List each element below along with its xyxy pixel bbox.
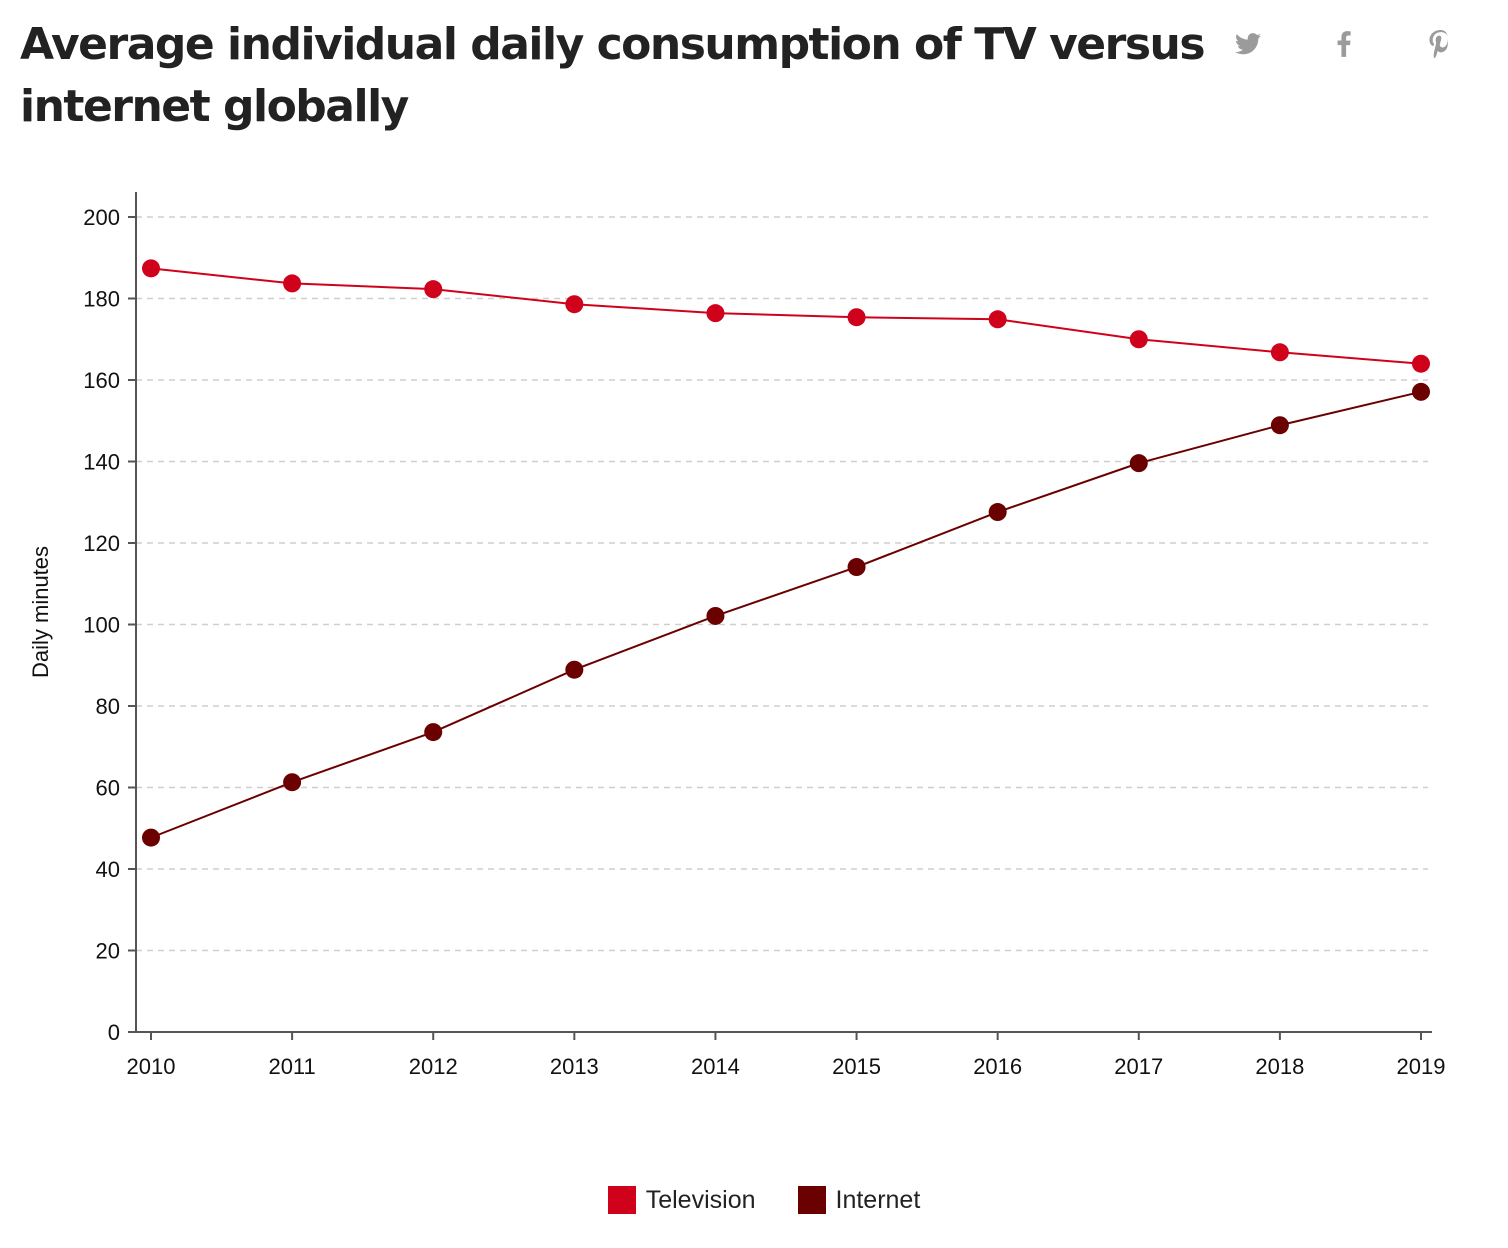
series-internet bbox=[142, 382, 1430, 847]
television-point[interactable] bbox=[565, 295, 584, 314]
x-tick-label: 2017 bbox=[1114, 1054, 1163, 1079]
y-tick-label: 140 bbox=[83, 450, 120, 475]
pinterest-icon bbox=[1429, 30, 1449, 58]
television-point[interactable] bbox=[283, 274, 302, 293]
y-tick-label: 0 bbox=[108, 1020, 120, 1045]
facebook-icon bbox=[1337, 31, 1351, 57]
chart-title: Average individual daily consumption of … bbox=[20, 19, 1206, 132]
internet-point[interactable] bbox=[1129, 454, 1148, 473]
y-tick-label: 120 bbox=[83, 531, 120, 556]
television-point[interactable] bbox=[1412, 354, 1430, 373]
gridlines bbox=[136, 216, 1428, 952]
internet-point[interactable] bbox=[424, 723, 443, 742]
television-point[interactable] bbox=[1270, 343, 1289, 362]
internet-point[interactable] bbox=[988, 503, 1007, 522]
legend-label: Internet bbox=[835, 1185, 921, 1214]
facebook-share-button[interactable] bbox=[1324, 24, 1364, 64]
television-point[interactable] bbox=[706, 304, 725, 323]
y-tick-label: 20 bbox=[96, 939, 120, 964]
television-line bbox=[150, 267, 1422, 365]
y-tick-label: 180 bbox=[83, 287, 120, 312]
series-television bbox=[142, 259, 1430, 373]
legend-item-internet[interactable]: Internet bbox=[797, 1185, 921, 1215]
internet-point[interactable] bbox=[1270, 416, 1289, 435]
internet-point[interactable] bbox=[706, 606, 725, 625]
x-tick-label: 2018 bbox=[1255, 1054, 1304, 1079]
legend-swatch bbox=[797, 1186, 826, 1214]
television-point[interactable] bbox=[847, 308, 866, 327]
pinterest-share-button[interactable] bbox=[1420, 24, 1460, 64]
internet-point[interactable] bbox=[1412, 382, 1430, 401]
y-tick-label: 60 bbox=[96, 776, 120, 801]
x-tick-label: 2010 bbox=[127, 1054, 176, 1079]
y-tick-label: 160 bbox=[83, 368, 120, 393]
axes: 0 20 40 60 80 100 120 140 160 180 200 2010 2011 2012 2… bbox=[83, 192, 1445, 1079]
legend-label: Television bbox=[645, 1185, 756, 1214]
legend-item-television[interactable]: Television bbox=[607, 1185, 756, 1215]
television-point[interactable] bbox=[142, 259, 160, 278]
twitter-share-button[interactable] bbox=[1228, 24, 1268, 64]
internet-point[interactable] bbox=[847, 558, 866, 577]
internet-point[interactable] bbox=[283, 773, 302, 792]
y-axis-title: Daily minutes bbox=[28, 546, 53, 678]
y-tick-label: 100 bbox=[83, 613, 120, 638]
internet-line bbox=[150, 390, 1422, 839]
television-point[interactable] bbox=[988, 310, 1007, 329]
x-tick-label: 2013 bbox=[550, 1054, 599, 1079]
x-tick-label: 2012 bbox=[409, 1054, 458, 1079]
x-tick-label: 2019 bbox=[1397, 1054, 1446, 1079]
twitter-icon bbox=[1235, 33, 1261, 55]
x-tick-label: 2016 bbox=[973, 1054, 1022, 1079]
y-tick-label: 80 bbox=[96, 694, 120, 719]
line-chart: 0 20 40 60 80 100 120 140 160 180 200 2010 2011 2012 2… bbox=[28, 192, 1445, 1079]
television-point[interactable] bbox=[424, 280, 443, 299]
series bbox=[142, 259, 1430, 847]
y-tick-label: 40 bbox=[96, 857, 120, 882]
legend: Television Internet bbox=[0, 1180, 1508, 1220]
legend-swatch bbox=[607, 1186, 636, 1214]
y-tick-label: 200 bbox=[83, 205, 120, 230]
x-tick-label: 2011 bbox=[268, 1054, 315, 1079]
internet-point[interactable] bbox=[142, 828, 160, 847]
television-point[interactable] bbox=[1129, 330, 1148, 349]
internet-point[interactable] bbox=[565, 660, 584, 679]
x-tick-label: 2015 bbox=[832, 1054, 881, 1079]
x-tick-label: 2014 bbox=[691, 1054, 740, 1079]
